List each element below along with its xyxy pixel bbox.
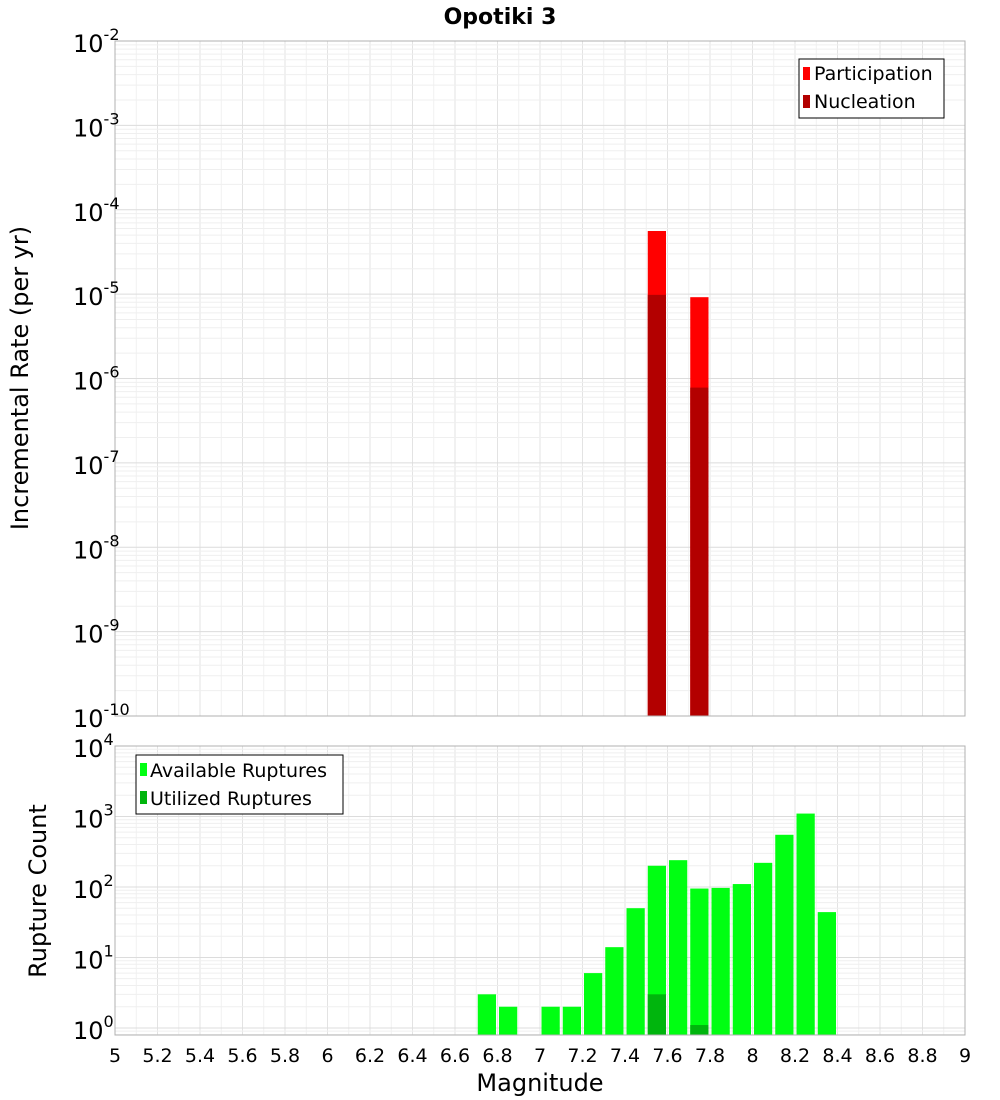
bottom-y-axis-label: Rupture Count xyxy=(24,804,52,978)
x-tick-label: 6.6 xyxy=(440,1045,470,1067)
rupture-count-bar-available-ruptures xyxy=(754,862,773,1035)
rupture-count-bar-available-ruptures xyxy=(477,994,496,1035)
top-gridlines xyxy=(114,41,966,717)
x-tick-label: 6.8 xyxy=(482,1045,512,1067)
rupture-count-bar-available-ruptures xyxy=(626,908,645,1035)
chart-title: Opotiki 3 xyxy=(444,5,557,30)
x-tick-label: 5.8 xyxy=(270,1045,300,1067)
rupture-count-bar-utilized-ruptures xyxy=(690,1025,709,1035)
x-axis-label: Magnitude xyxy=(476,1069,603,1097)
bottom-panel: 100 101 102 103 104 5 5.2 5.4 5.6 5.8 6 6.2 6.4 6.6 6… xyxy=(24,730,971,1097)
x-tick-label: 9 xyxy=(959,1045,971,1067)
y-tick-label: 100 xyxy=(73,1012,114,1045)
rupture-count-bar-available-ruptures xyxy=(562,1006,581,1035)
x-tick-label: 5.6 xyxy=(227,1045,257,1067)
legend-label-participation: Participation xyxy=(814,63,933,85)
y-tick-label: 10-8 xyxy=(73,531,120,564)
rupture-count-bar-available-ruptures xyxy=(584,973,603,1035)
x-tick-label: 6.2 xyxy=(355,1045,385,1067)
x-tick-labels: 5 5.2 5.4 5.6 5.8 6 6.2 6.4 6.6 6.8 7 7.2 7.4 7.6 7.8 8… xyxy=(109,1045,971,1067)
rupture-count-bar-available-ruptures xyxy=(817,912,836,1035)
x-tick-label: 7.2 xyxy=(567,1045,597,1067)
top-y-tick-labels: 10-10 10-9 10-8 10-7 10-6 10-5 10-4 10-3 10-2 xyxy=(73,25,130,733)
x-tick-label: 6.4 xyxy=(397,1045,427,1067)
y-tick-label: 10-2 xyxy=(73,25,120,58)
rupture-count-bar-available-ruptures xyxy=(499,1006,518,1035)
legend-swatch-participation xyxy=(803,67,810,80)
x-tick-label: 6 xyxy=(321,1045,333,1067)
bottom-plot-border xyxy=(114,745,966,1036)
top-legend: Participation Nucleation xyxy=(798,58,945,119)
y-tick-label: 10-6 xyxy=(73,363,120,396)
x-tick-label: 7.6 xyxy=(652,1045,682,1067)
rupture-count-bar-available-ruptures xyxy=(775,834,794,1035)
y-tick-label: 102 xyxy=(73,871,114,904)
y-tick-label: 10-10 xyxy=(73,700,130,733)
legend-label-utilized: Utilized Ruptures xyxy=(150,788,312,810)
x-tick-label: 7.8 xyxy=(695,1045,725,1067)
x-tick-label: 8.6 xyxy=(865,1045,895,1067)
top-legend-box xyxy=(798,58,945,119)
y-tick-label: 104 xyxy=(73,730,114,763)
bottom-y-tick-labels: 100 101 102 103 104 xyxy=(73,730,114,1045)
legend-label-nucleation: Nucleation xyxy=(814,91,916,113)
bottom-bars xyxy=(477,813,836,1035)
legend-swatch-utilized xyxy=(140,791,147,804)
rupture-count-bar-available-ruptures xyxy=(732,884,751,1035)
bottom-legend: Available Ruptures Utilized Ruptures xyxy=(135,754,344,815)
rupture-count-bar-available-ruptures xyxy=(690,888,709,1035)
rupture-count-bar-available-ruptures xyxy=(711,887,730,1035)
x-tick-label: 5.4 xyxy=(185,1045,215,1067)
top-panel: 10-10 10-9 10-8 10-7 10-6 10-5 10-4 10-3 10-2 Op… xyxy=(6,5,966,733)
legend-label-available: Available Ruptures xyxy=(150,760,327,782)
y-tick-label: 10-4 xyxy=(73,194,120,227)
rupture-count-bar-available-ruptures xyxy=(541,1006,560,1035)
rupture-count-bar-available-ruptures xyxy=(647,865,666,1035)
participation-nucleation-bar-nucleation xyxy=(647,294,666,716)
x-tick-label: 5.2 xyxy=(142,1045,172,1067)
rupture-count-bar-utilized-ruptures xyxy=(647,994,666,1035)
top-y-axis-label: Incremental Rate (per yr) xyxy=(6,226,34,530)
x-tick-label: 7 xyxy=(534,1045,546,1067)
top-bars xyxy=(647,230,709,716)
top-plot-border xyxy=(114,40,966,717)
legend-swatch-nucleation xyxy=(803,95,810,108)
rupture-count-bar-available-ruptures xyxy=(796,813,815,1035)
participation-nucleation-bar-nucleation xyxy=(690,387,709,716)
y-tick-label: 10-3 xyxy=(73,109,120,142)
x-tick-label: 8 xyxy=(746,1045,758,1067)
legend-swatch-available xyxy=(140,763,147,776)
y-tick-label: 10-7 xyxy=(73,447,120,480)
x-tick-label: 8.2 xyxy=(780,1045,810,1067)
y-tick-label: 103 xyxy=(73,800,114,833)
rupture-count-bar-available-ruptures xyxy=(605,947,624,1035)
y-tick-label: 10-5 xyxy=(73,278,120,311)
x-tick-label: 7.4 xyxy=(610,1045,640,1067)
rupture-count-bar-available-ruptures xyxy=(669,860,688,1035)
y-tick-label: 10-9 xyxy=(73,616,120,649)
x-tick-label: 8.4 xyxy=(822,1045,852,1067)
y-tick-label: 101 xyxy=(73,941,114,974)
x-tick-label: 8.8 xyxy=(907,1045,937,1067)
bottom-legend-box xyxy=(135,754,344,815)
x-tick-label: 5 xyxy=(109,1045,121,1067)
